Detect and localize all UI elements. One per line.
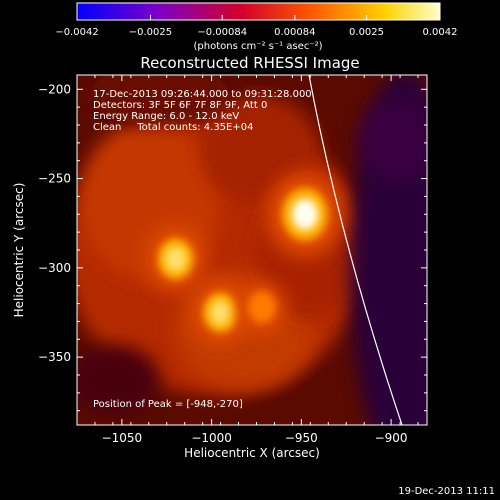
x-axis-ticks: −1050 −1000 −950 −900 — [76, 75, 419, 445]
y-tick-label: −350 — [38, 350, 71, 364]
heatmap-image — [77, 75, 427, 425]
timestamp: 19-Dec-2013 11:11 — [398, 486, 495, 497]
info-line: 17-Dec-2013 09:26:44.000 to 09:31:28.000 — [93, 89, 312, 100]
x-tick-label: −1000 — [191, 431, 232, 445]
peak-position-label: Position of Peak = [-948,-270] — [93, 399, 243, 410]
emission-source — [145, 225, 206, 293]
y-tick-label: −300 — [38, 261, 71, 275]
x-tick-label: −900 — [375, 431, 408, 445]
y-tick-label: −200 — [38, 82, 71, 96]
x-tick-label: −950 — [285, 431, 318, 445]
x-axis-label: Heliocentric X (arcsec) — [184, 446, 320, 460]
colorbar-ticks: −0.0042 −0.0025 −0.00084 0.00084 0.0025 0.004… — [55, 15, 458, 38]
info-line: Detectors: 3F 5F 6F 7F 8F 9F, Att 0 — [93, 100, 267, 111]
colorbar-unit: (photons cm⁻² s⁻¹ asec⁻²) — [193, 41, 322, 52]
colorbar-tick-label: 0.0042 — [423, 27, 458, 38]
colorbar-tick-label: 0.00084 — [274, 27, 315, 38]
info-text-block: 17-Dec-2013 09:26:44.000 to 09:31:28.000… — [93, 89, 312, 133]
info-line: Energy Range: 6.0 - 12.0 keV — [93, 111, 239, 122]
chart-title: Reconstructed RHESSI Image — [140, 54, 359, 72]
y-axis-label: Heliocentric Y (arcsec) — [12, 183, 26, 318]
solar-limb-line — [308, 75, 403, 425]
info-line: Clean Total counts: 4.35E+04 — [93, 122, 253, 133]
x-tick-label: −1050 — [102, 431, 143, 445]
emission-source — [266, 171, 344, 258]
colorbar-tick-label: −0.0025 — [129, 27, 172, 38]
colorbar — [76, 2, 441, 21]
y-axis-ticks: −200 −250 −300 −350 — [38, 82, 427, 412]
y-tick-label: −250 — [38, 172, 71, 186]
colorbar-tick-label: −0.0042 — [55, 27, 98, 38]
emission-source — [191, 279, 250, 346]
colorbar-tick-label: −0.00084 — [197, 27, 247, 38]
emission-source — [238, 281, 286, 334]
colorbar-tick-label: 0.0025 — [349, 27, 384, 38]
